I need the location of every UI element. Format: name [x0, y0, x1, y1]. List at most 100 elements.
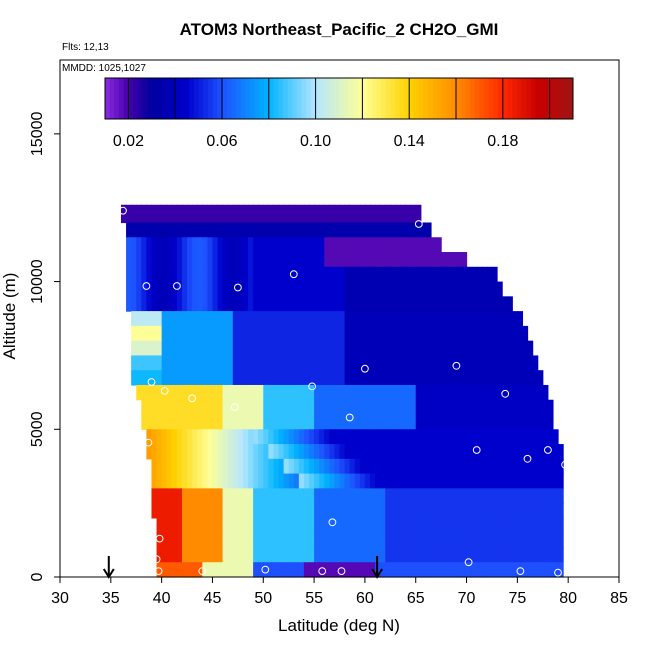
heatmap-cell	[425, 252, 432, 268]
heatmap-cell	[451, 532, 457, 549]
heatmap-cell	[242, 562, 249, 578]
heatmap-cell	[207, 237, 214, 253]
heatmap-cell	[314, 532, 320, 549]
heatmap-cell	[166, 252, 173, 268]
heatmap-cell	[436, 562, 442, 578]
colorbar-segment	[273, 78, 279, 119]
heatmap-cell	[415, 222, 422, 238]
heatmap-cell	[441, 384, 447, 401]
heatmap-cell	[517, 355, 524, 371]
heatmap-cell	[537, 370, 544, 386]
heatmap-cell	[390, 281, 396, 297]
heatmap-cell	[288, 414, 295, 430]
heatmap-cell	[354, 340, 361, 357]
heatmap-cell	[298, 252, 305, 268]
heatmap-cell	[212, 488, 219, 504]
heatmap-cell	[242, 340, 249, 357]
heatmap-cell	[309, 266, 315, 283]
heatmap-cell	[334, 325, 341, 342]
heatmap-cell	[298, 296, 305, 312]
heatmap-cell	[385, 222, 391, 238]
heatmap-cell	[253, 204, 259, 224]
heatmap-cell	[273, 384, 280, 401]
heatmap-cell	[303, 237, 310, 253]
heatmap-cell	[369, 266, 376, 283]
plot-frame	[59, 59, 620, 578]
heatmap-cell	[227, 281, 234, 297]
heatmap-cell	[176, 414, 183, 430]
heatmap-cell	[441, 444, 447, 460]
heatmap-cell	[131, 281, 137, 297]
heatmap-cell	[217, 473, 224, 489]
heatmap-cell	[293, 281, 300, 297]
heatmap-cell	[400, 281, 407, 297]
sample-point	[464, 558, 473, 567]
heatmap-cell	[466, 266, 473, 283]
flights-annotation: Flts: 12,13	[62, 42, 109, 53]
heatmap-cell	[232, 311, 239, 327]
heatmap-cell	[471, 340, 478, 357]
heatmap-cell	[512, 473, 518, 489]
heatmap-cell	[420, 370, 427, 386]
heatmap-cell	[420, 532, 427, 549]
heatmap-cell	[263, 414, 269, 430]
heatmap-cell	[192, 473, 198, 489]
heatmap-cell	[181, 325, 188, 342]
heatmap-cell	[476, 429, 483, 445]
heatmap-cell	[395, 473, 402, 489]
heatmap-cell	[415, 562, 422, 578]
heatmap-cell	[517, 311, 524, 327]
heatmap-cell	[207, 458, 214, 475]
heatmap-cell	[212, 429, 219, 445]
heatmap-cell	[446, 532, 452, 549]
heatmap-cell	[441, 399, 447, 416]
heatmap-cell	[319, 399, 325, 416]
heatmap-cell	[461, 296, 468, 312]
heatmap-cell	[176, 296, 183, 312]
heatmap-cell	[253, 325, 259, 342]
heatmap-cell	[187, 458, 193, 475]
heatmap-cell	[298, 237, 305, 253]
heatmap-cell	[146, 266, 153, 283]
colorbar-segment	[250, 78, 256, 119]
heatmap-cell	[420, 547, 427, 563]
heatmap-cell	[354, 429, 361, 445]
heatmap-cell	[430, 311, 437, 327]
heatmap-cell	[151, 414, 158, 430]
heatmap-cell	[207, 517, 214, 534]
heatmap-cell	[441, 355, 447, 371]
heatmap-cell	[339, 340, 346, 357]
heatmap-cell	[512, 503, 518, 519]
heatmap-cell	[344, 473, 351, 489]
colorbar-segment	[254, 78, 260, 119]
heatmap-cell	[171, 204, 178, 224]
heatmap-cell	[405, 222, 412, 238]
heatmap-cell	[436, 325, 442, 342]
heatmap-cell	[415, 252, 422, 268]
heatmap-cell	[303, 399, 310, 416]
heatmap-cell	[288, 222, 295, 238]
heatmap-cell	[298, 222, 305, 238]
heatmap-cell	[146, 311, 153, 327]
heatmap-cell	[512, 384, 518, 401]
heatmap-cell	[242, 384, 249, 401]
heatmap-cell	[375, 458, 381, 475]
heatmap-cell	[481, 488, 488, 504]
heatmap-cell	[232, 429, 239, 445]
heatmap-cell	[522, 429, 529, 445]
heatmap-cell	[329, 340, 336, 357]
heatmap-cell	[156, 252, 163, 268]
heatmap-cell	[283, 399, 290, 416]
heatmap-cell	[273, 399, 280, 416]
heatmap-cell	[547, 429, 554, 445]
heatmap-cell	[380, 517, 386, 534]
heatmap-cell	[253, 311, 259, 327]
heatmap-cell	[375, 370, 381, 386]
sample-point	[147, 378, 156, 386]
heatmap-cell	[309, 399, 315, 416]
heatmap-cell	[339, 414, 346, 430]
heatmap-cell	[181, 296, 188, 312]
heatmap-cell	[207, 370, 214, 386]
colorbar-segment	[315, 78, 321, 119]
heatmap-cell	[329, 204, 336, 224]
